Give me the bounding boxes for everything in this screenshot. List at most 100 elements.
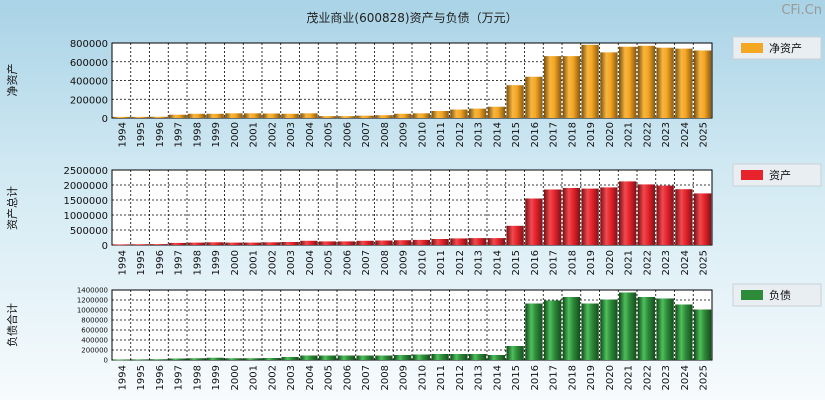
net-assets-bar-1994 [112,116,130,118]
net-assets-bar-2020 [600,52,618,118]
total-liabilities-ytick-label: 200000 [81,347,108,355]
total-liabilities-chart: 0 200000 400000 600000 800000 1000000 1200000 1… [5,283,822,390]
total-liabilities-bar-2003 [281,357,299,360]
net-assets-bar-2018 [562,56,580,118]
total-liabilities-xtick-label: 2013 [474,365,485,390]
net-assets-bar-2013 [469,108,487,118]
total-liabilities-xtick-label: 2022 [642,365,653,390]
net-assets-bar-2014 [487,106,505,118]
net-assets-xtick-label: 2013 [474,122,485,147]
total-liabilities-legend-swatch [741,290,763,300]
net-assets-bar-2003 [281,113,299,118]
total-liabilities-bar-2007 [356,355,374,360]
total-assets-bar-1996 [150,244,168,245]
total-liabilities-xtick-label: 1999 [211,365,222,390]
total-liabilities-ytick-label: 1400000 [77,287,108,295]
total-liabilities-bar-2025 [694,309,712,360]
total-assets-bar-2003 [281,242,299,245]
total-assets-bar-2013 [469,238,487,245]
net-assets-bar-1999 [206,113,224,118]
total-assets-bar-2010 [412,239,430,245]
total-assets-legend-swatch [741,170,763,180]
total-assets-xtick-label: 2003 [286,250,297,275]
total-assets-bar-2017 [544,189,562,245]
total-liabilities-xtick-label: 2001 [249,365,260,390]
net-assets-xtick-label: 2000 [230,122,241,147]
net-assets-xtick-label: 2016 [530,122,541,147]
total-liabilities-bar-2013 [469,354,487,360]
net-assets-bar-2005 [319,116,337,118]
total-liabilities-bar-2009 [394,355,412,360]
total-liabilities-xtick-label: 2006 [342,365,353,390]
total-liabilities-bar-1996 [150,359,168,361]
net-assets-xtick-label: 2002 [267,122,278,147]
total-liabilities-axis-title: 负债合计 [5,303,19,347]
total-assets-ytick-label: 1500000 [63,196,108,207]
total-assets-xtick-label: 2012 [455,250,466,275]
net-assets-bar-2008 [375,115,393,118]
net-assets-bar-2015 [506,85,524,118]
total-liabilities-bar-2004 [300,355,318,360]
total-assets-xtick-label: 2008 [380,250,391,275]
total-assets-xtick-label: 2011 [436,250,447,275]
total-liabilities-xtick-label: 1996 [155,365,166,390]
total-liabilities-xtick-label: 2018 [567,365,578,390]
total-assets-xtick-label: 1994 [117,250,128,275]
net-assets-xtick-label: 2014 [492,122,503,147]
total-liabilities-bar-2005 [319,355,337,360]
total-assets-chart: 0 500000 1000000 1500000 2000000 2500000 1994 1… [5,163,822,275]
net-assets-bar-2010 [412,113,430,118]
total-assets-ytick-label: 1000000 [63,211,108,222]
net-assets-xtick-label: 2010 [417,122,428,147]
net-assets-ytick-label: 800000 [70,39,108,50]
net-assets-bar-2004 [300,113,318,118]
total-liabilities-xtick-label: 1998 [192,365,203,390]
total-assets-bar-2014 [487,238,505,245]
net-assets-ytick-label: 0 [102,114,108,125]
net-assets-bar-2000 [225,113,243,118]
total-liabilities-bar-1997 [169,358,187,360]
total-liabilities-bar-1998 [187,358,205,360]
total-liabilities-xtick-label: 1995 [136,365,147,390]
total-liabilities-xtick-label: 2016 [530,365,541,390]
net-assets-bar-2021 [619,46,637,118]
total-liabilities-xtick-label: 2003 [286,365,297,390]
total-liabilities-ytick-label: 800000 [81,317,108,325]
total-assets-bar-2007 [356,240,374,245]
total-liabilities-bar-2019 [581,303,599,360]
net-assets-bar-2006 [337,116,355,118]
net-assets-xtick-label: 2003 [286,122,297,147]
total-assets-bar-2025 [694,193,712,245]
total-liabilities-bar-2012 [450,354,468,360]
total-liabilities-bar-2008 [375,355,393,360]
total-assets-xtick-label: 2023 [661,250,672,275]
total-assets-xtick-label: 1995 [136,250,147,275]
total-assets-ytick-label: 0 [102,241,108,252]
net-assets-bar-2022 [637,45,655,118]
total-assets-bar-2008 [375,240,393,245]
total-liabilities-ytick-label: 600000 [81,327,108,335]
total-assets-bar-1994 [112,244,130,246]
net-assets-xtick-label: 2018 [567,122,578,147]
net-assets-xtick-label: 2009 [399,122,410,147]
net-assets-bar-2009 [394,113,412,118]
total-liabilities-bar-2021 [619,292,637,360]
net-assets-xtick-label: 2012 [455,122,466,147]
total-assets-bar-2022 [637,184,655,245]
net-assets-xtick-label: 1997 [174,122,185,147]
net-assets-xtick-label: 2006 [342,122,353,147]
total-assets-xtick-label: 2021 [624,250,635,275]
total-liabilities-xtick-label: 2020 [605,365,616,390]
net-assets-xtick-label: 2025 [699,122,710,147]
total-assets-bar-2000 [225,242,243,245]
net-assets-bar-2025 [694,50,712,118]
total-liabilities-bar-2023 [656,298,674,360]
total-liabilities-xtick-label: 2015 [511,365,522,390]
total-assets-xtick-label: 2007 [361,250,372,275]
total-liabilities-xtick-label: 2000 [230,365,241,390]
total-assets-xtick-label: 2022 [642,250,653,275]
total-assets-bar-2023 [656,185,674,245]
net-assets-xtick-label: 2008 [380,122,391,147]
total-liabilities-xtick-label: 2025 [699,365,710,390]
